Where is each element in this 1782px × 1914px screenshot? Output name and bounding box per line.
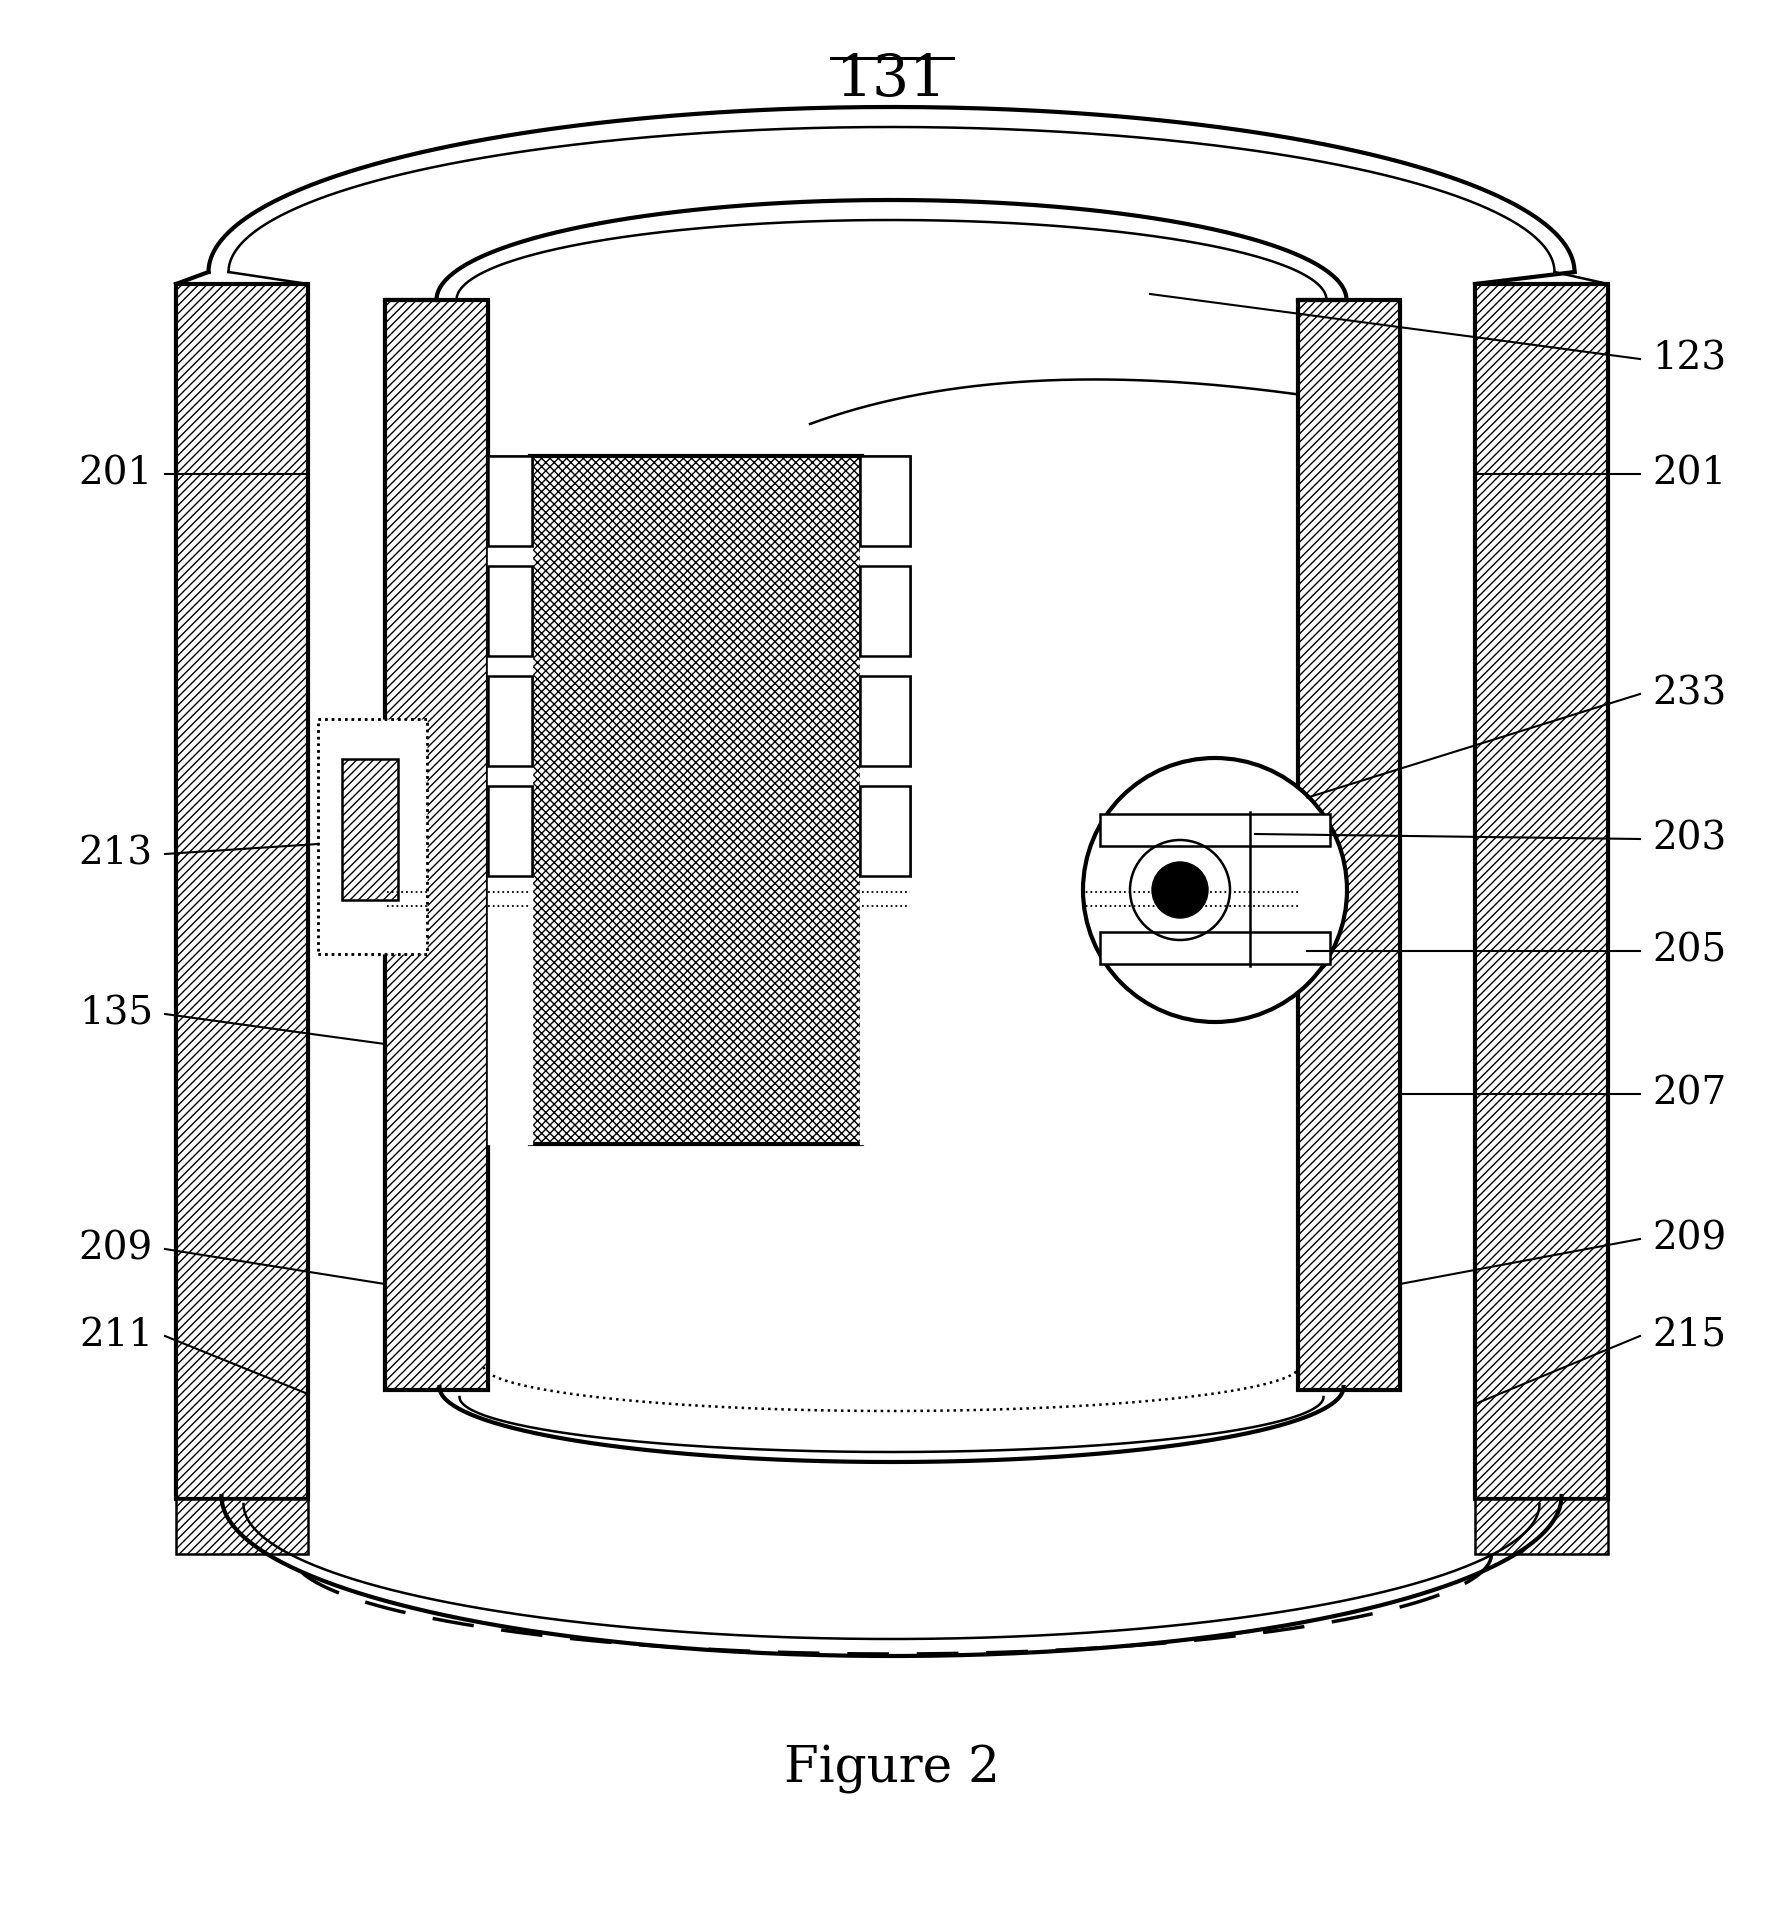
Bar bbox=[176, 283, 308, 1499]
Bar bbox=[385, 300, 488, 1390]
Bar bbox=[859, 676, 909, 766]
Bar bbox=[488, 456, 531, 545]
Bar bbox=[488, 676, 531, 766]
Bar bbox=[488, 456, 531, 545]
Text: 213: 213 bbox=[78, 836, 153, 873]
Bar bbox=[859, 787, 909, 877]
Text: Figure 2: Figure 2 bbox=[782, 1744, 1000, 1793]
Text: 209: 209 bbox=[1652, 1221, 1725, 1257]
Text: 209: 209 bbox=[78, 1231, 153, 1267]
Bar bbox=[342, 760, 397, 900]
Bar bbox=[1474, 283, 1607, 1499]
Text: 205: 205 bbox=[1652, 932, 1725, 970]
Circle shape bbox=[1082, 758, 1345, 1022]
Text: 215: 215 bbox=[1652, 1317, 1725, 1355]
Bar bbox=[529, 456, 861, 1145]
Bar bbox=[176, 1499, 308, 1554]
Circle shape bbox=[1151, 861, 1208, 919]
Text: 131: 131 bbox=[836, 52, 946, 107]
Text: 201: 201 bbox=[1652, 456, 1725, 492]
Bar bbox=[859, 456, 909, 545]
Bar bbox=[1099, 813, 1329, 846]
Text: 201: 201 bbox=[78, 456, 153, 492]
Bar bbox=[1099, 932, 1329, 965]
Text: 211: 211 bbox=[78, 1317, 153, 1355]
Bar bbox=[488, 567, 531, 657]
Text: 233: 233 bbox=[1652, 676, 1725, 712]
Text: 123: 123 bbox=[1652, 341, 1725, 377]
Bar bbox=[859, 676, 909, 766]
Text: 135: 135 bbox=[78, 995, 153, 1032]
Bar bbox=[488, 787, 531, 877]
Bar bbox=[859, 787, 909, 877]
Bar bbox=[488, 567, 531, 657]
Bar bbox=[859, 567, 909, 657]
Bar bbox=[1474, 1499, 1607, 1554]
Bar bbox=[859, 456, 909, 545]
Bar bbox=[488, 787, 531, 877]
Bar bbox=[488, 676, 531, 766]
Bar bbox=[859, 567, 909, 657]
Text: 203: 203 bbox=[1652, 821, 1725, 857]
Text: 207: 207 bbox=[1652, 1076, 1725, 1112]
Bar bbox=[317, 720, 426, 953]
Bar bbox=[1297, 300, 1399, 1390]
